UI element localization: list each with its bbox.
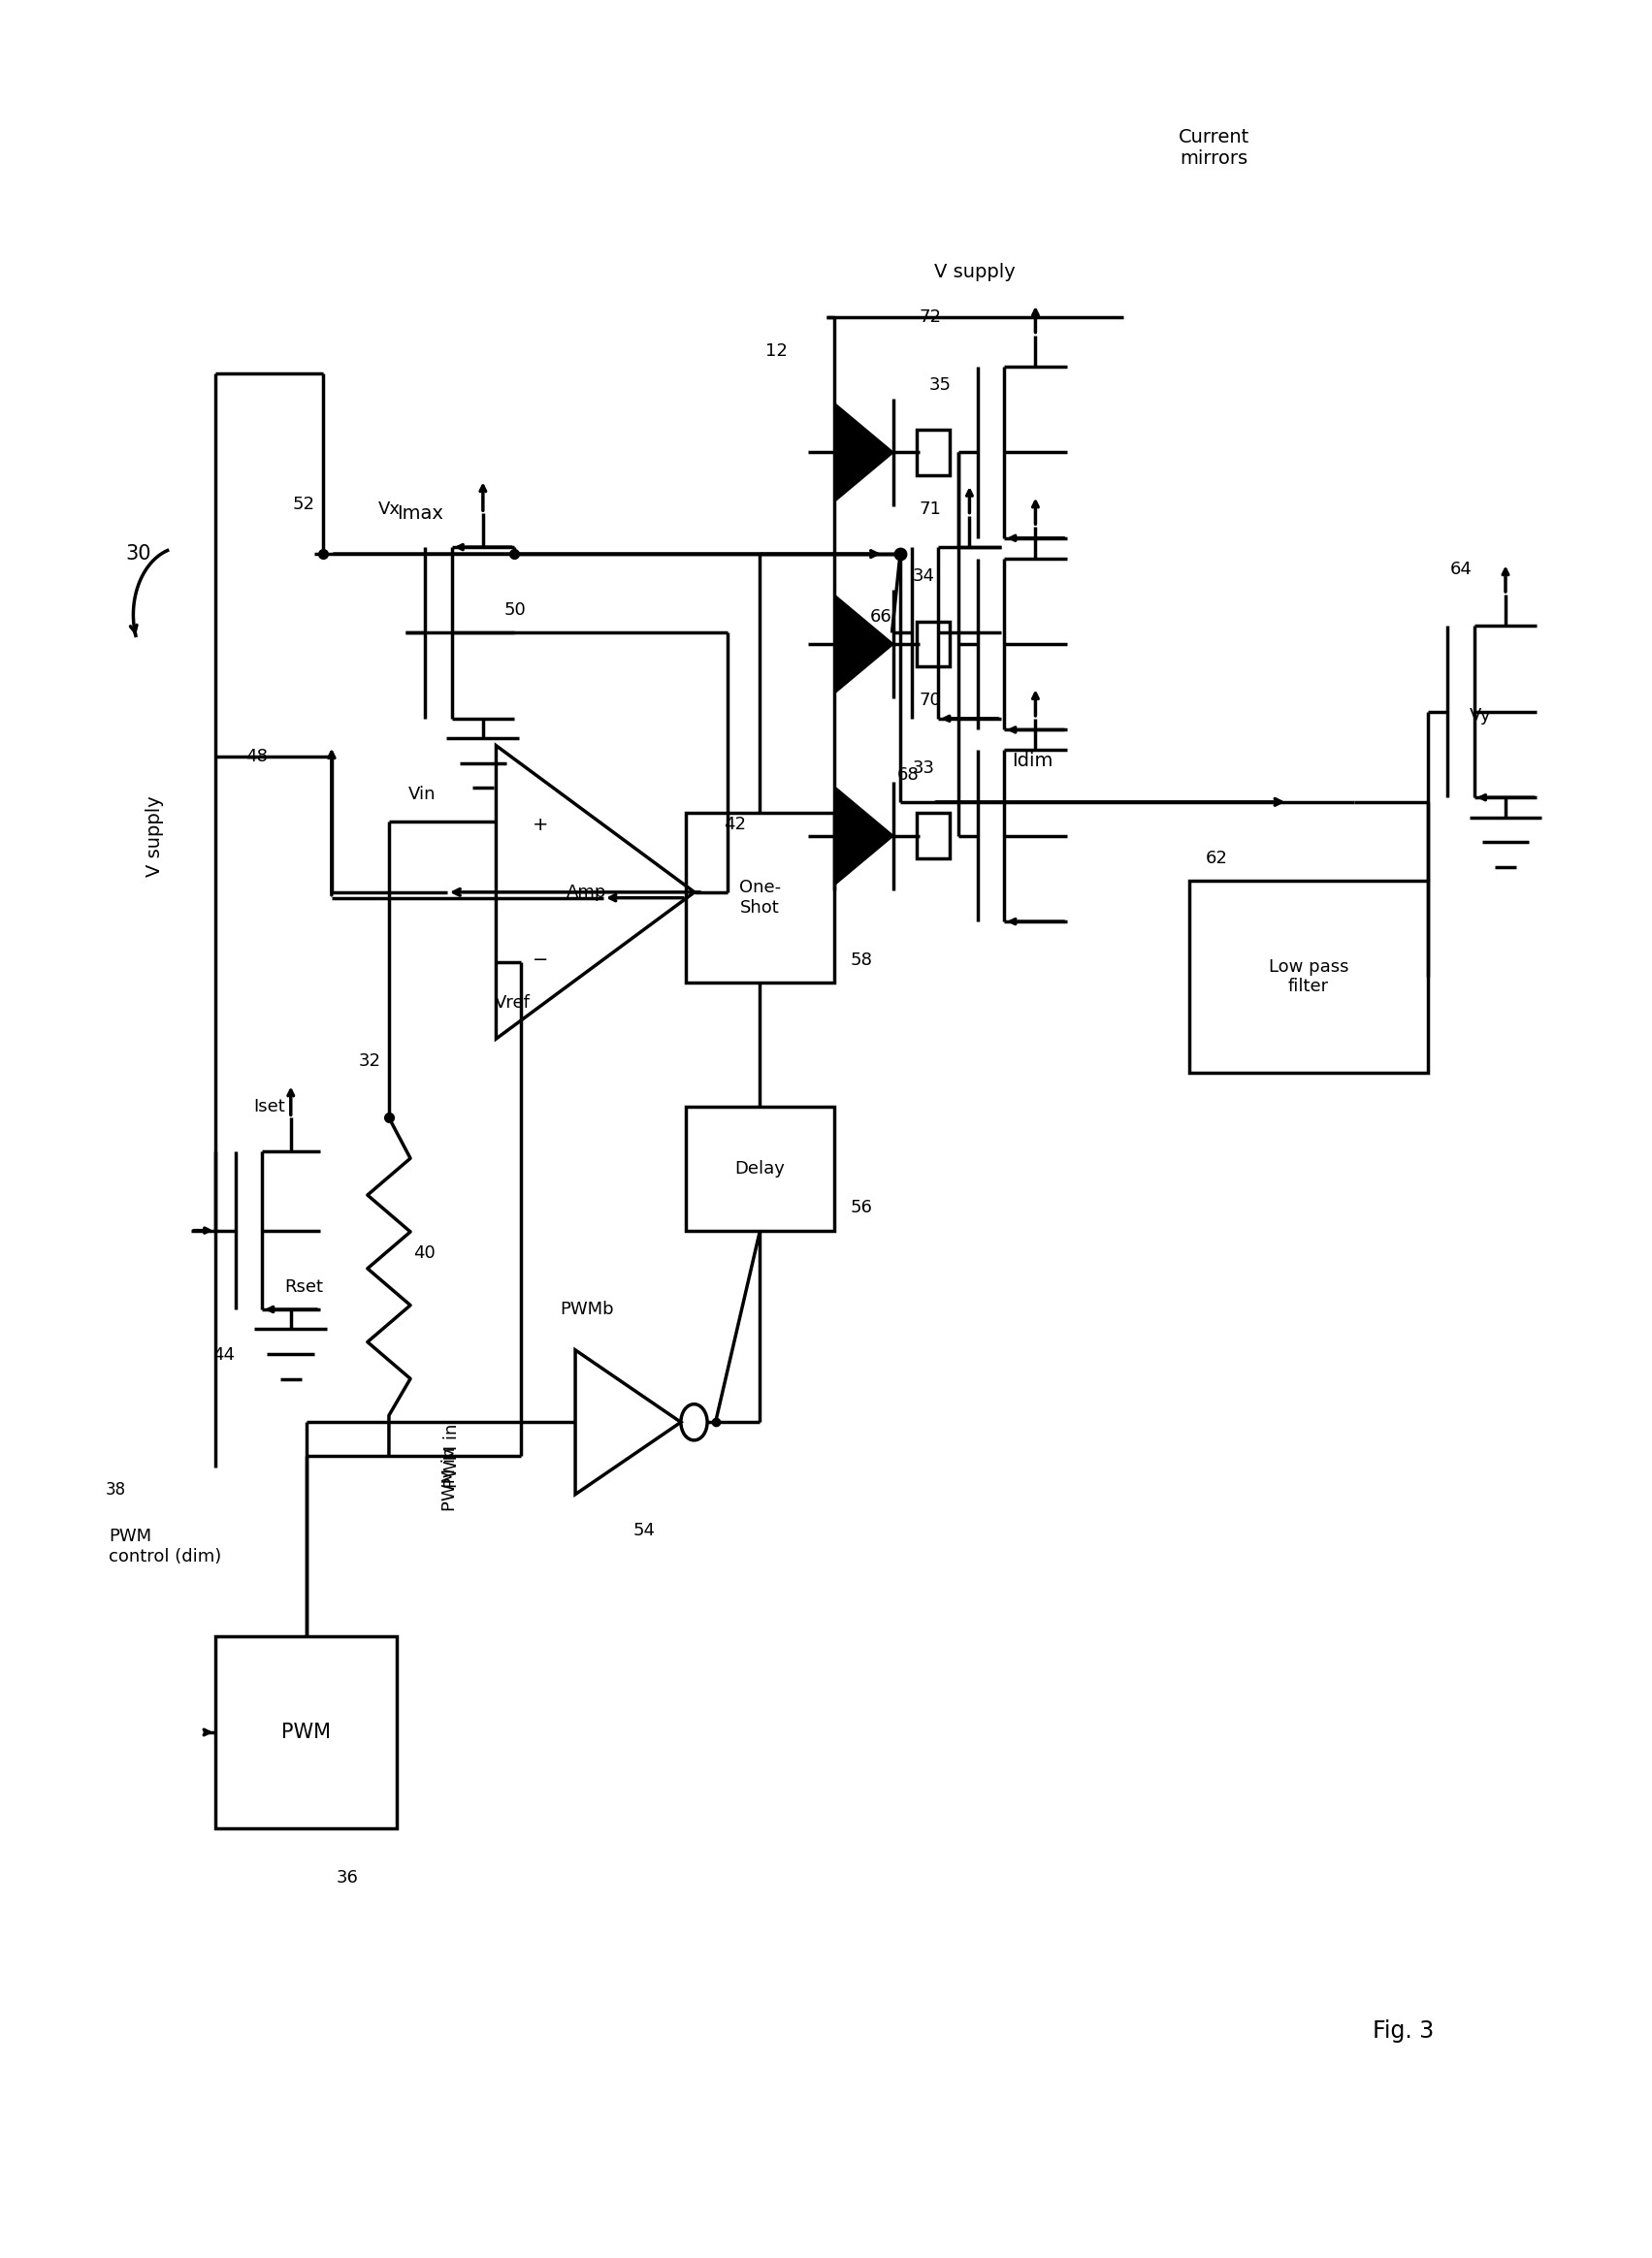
Text: Delay: Delay [735, 1161, 785, 1176]
Text: Vref: Vref [494, 994, 530, 1012]
Text: 32: 32 [358, 1052, 380, 1070]
Text: 12: 12 [765, 343, 788, 359]
Text: PWM in: PWM in [443, 1425, 461, 1488]
Text: 35: 35 [928, 377, 952, 393]
Bar [216, 1637, 396, 1829]
Text: Amp: Amp [567, 883, 606, 901]
Text: 33: 33 [912, 759, 935, 777]
Text: 50: 50 [504, 601, 527, 619]
Text: V supply: V supply [933, 262, 1014, 282]
Text: 64: 64 [1450, 560, 1472, 578]
Text: 38: 38 [106, 1481, 126, 1499]
Text: 68: 68 [897, 765, 920, 784]
Polygon shape [834, 786, 894, 885]
Bar [686, 813, 834, 982]
Bar [917, 429, 950, 474]
Text: Iset: Iset [254, 1097, 286, 1115]
Text: 62: 62 [1206, 849, 1227, 867]
Polygon shape [834, 402, 894, 501]
Text: Current
mirrors: Current mirrors [1178, 129, 1249, 167]
Text: 70: 70 [920, 691, 942, 709]
Text: Vx: Vx [378, 499, 400, 517]
Text: PWM
control (dim): PWM control (dim) [109, 1526, 221, 1565]
Text: PWM in: PWM in [441, 1447, 459, 1511]
Text: −: − [532, 951, 548, 969]
Polygon shape [834, 594, 894, 693]
Text: 34: 34 [912, 567, 935, 585]
Text: 54: 54 [633, 1522, 656, 1540]
Text: 56: 56 [851, 1199, 872, 1217]
Text: Idim: Idim [1011, 752, 1052, 770]
Text: PWM: PWM [282, 1723, 330, 1741]
Text: 42: 42 [724, 815, 747, 833]
Text: 44: 44 [213, 1346, 235, 1364]
Text: Vin: Vin [408, 786, 436, 804]
Text: 58: 58 [851, 951, 872, 969]
Text: Vy: Vy [1469, 707, 1492, 725]
Text: PWMb: PWMb [560, 1301, 615, 1319]
Bar [686, 1106, 834, 1231]
Text: Rset: Rset [284, 1278, 322, 1296]
Bar [1189, 881, 1427, 1073]
Text: +: + [532, 815, 548, 833]
Text: 71: 71 [919, 499, 942, 517]
Text: 66: 66 [871, 607, 892, 625]
Text: Low pass
filter: Low pass filter [1269, 957, 1348, 996]
Bar [917, 621, 950, 666]
Text: 48: 48 [246, 747, 268, 765]
Text: 52: 52 [292, 495, 316, 513]
Text: 36: 36 [337, 1870, 358, 1885]
Text: 30: 30 [126, 544, 150, 564]
Text: One-
Shot: One- Shot [738, 878, 781, 917]
Bar [917, 813, 950, 858]
Text: Imax: Imax [396, 504, 444, 522]
Text: Fig. 3: Fig. 3 [1373, 2019, 1434, 2043]
Text: V supply: V supply [145, 795, 164, 876]
Text: 40: 40 [413, 1244, 436, 1262]
Text: 72: 72 [919, 309, 942, 325]
